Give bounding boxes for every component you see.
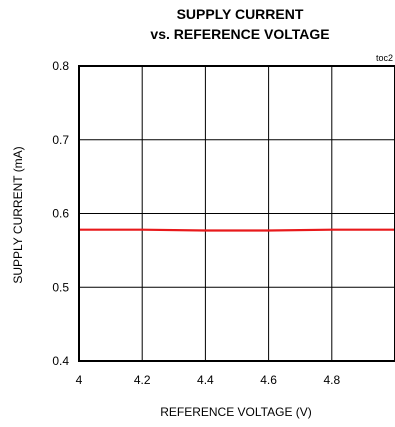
x-tick-label: 4.8 xyxy=(323,373,340,387)
x-tick-label: 4.6 xyxy=(260,373,277,387)
y-tick-label: 0.7 xyxy=(52,133,69,147)
y-tick-label: 0.5 xyxy=(52,280,69,294)
y-tick-labels: 0.4 0.5 0.6 0.7 0.8 xyxy=(52,59,69,368)
y-tick-label: 0.6 xyxy=(52,207,69,221)
x-tick-label: 4.2 xyxy=(134,373,151,387)
y-axis-label: SUPPLY CURRENT (mA) xyxy=(11,146,25,283)
y-tick-label: 0.4 xyxy=(52,354,69,368)
x-tick-label: 4 xyxy=(76,373,83,387)
x-tick-labels: 44.24.44.64.85 xyxy=(76,373,341,387)
series-line-0 xyxy=(79,228,395,232)
plot-frame xyxy=(78,65,395,362)
series-group xyxy=(79,228,395,232)
chart-title-line1: SUPPLY CURRENT xyxy=(177,6,304,22)
x-tick-label: 4.4 xyxy=(197,373,214,387)
y-tick-label: 0.8 xyxy=(52,59,69,73)
grid xyxy=(78,65,395,362)
chart-note: toc2 xyxy=(376,53,393,63)
x-axis-label: REFERENCE VOLTAGE (V) xyxy=(160,405,312,419)
chart-title-line2: vs. REFERENCE VOLTAGE xyxy=(150,26,329,42)
